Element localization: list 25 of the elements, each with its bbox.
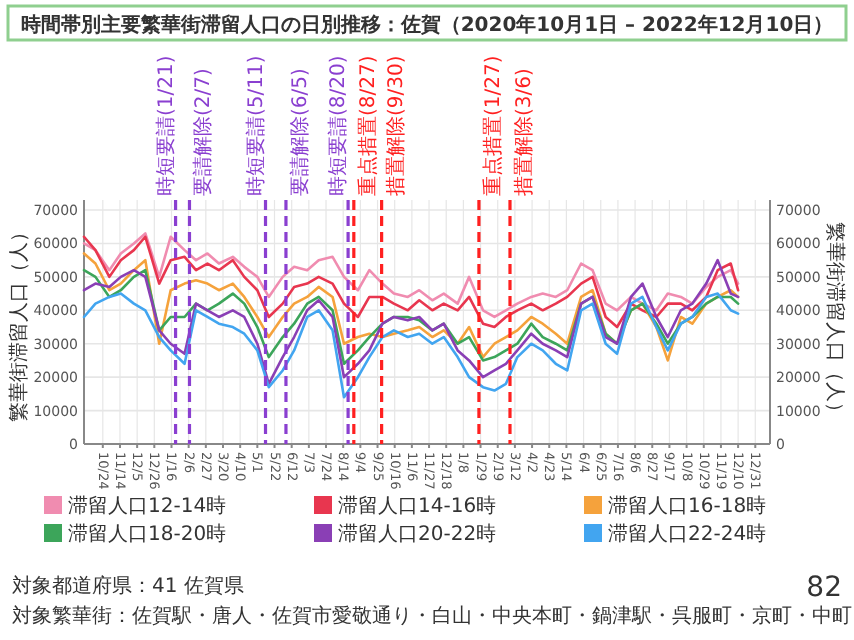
chart-title: 時間帯別主要繁華街滞留人口の日別推移：佐賀（2020年10月1日 – 2022年12月10日） (20, 13, 834, 37)
ref-line-label: 要請解除(2/7) (191, 68, 216, 196)
ref-line-label: 時短要請(8/20) (326, 55, 351, 196)
legend-label: 滞留人口18-20時 (68, 522, 227, 546)
line-series (82, 292, 740, 399)
legend-label: 滞留人口14-16時 (338, 494, 497, 518)
text: 対象都道府県：41 佐賀県 (12, 574, 244, 598)
ref-line-label: 重点措置(8/27) (355, 55, 380, 196)
line-series (82, 252, 740, 362)
y2-axis-title: 繁華街滞留人口（人） (823, 222, 847, 422)
legend-label: 滞留人口12-14時 (68, 494, 227, 518)
text: 82 (806, 572, 842, 604)
legend-label: 滞留人口20-22時 (338, 522, 497, 546)
ref-line-label: 措置解除(3/6) (511, 68, 536, 196)
y-axis-title: 繁華街滞留人口（人） (7, 222, 31, 422)
legend-label: 滞留人口22-24時 (608, 522, 767, 546)
line-series (82, 258, 740, 386)
text: 対象繁華街：佐賀駅・唐人・佐賀市愛敬通り・白山・中央本町・鍋津駅・呉服町・京町・中町 (12, 604, 852, 628)
ref-line-label: 措置解除(9/30) (383, 55, 408, 196)
ref-line-label: 要請解除(6/5) (287, 68, 312, 196)
ref-line-label: 重点措置(1/27) (480, 55, 505, 196)
line-series (82, 268, 740, 366)
legend-label: 滞留人口16-18時 (608, 494, 767, 518)
ref-line-label: 時短要請(5/11) (243, 55, 268, 196)
ref-line-label: 時短要請(1/21) (153, 55, 178, 196)
